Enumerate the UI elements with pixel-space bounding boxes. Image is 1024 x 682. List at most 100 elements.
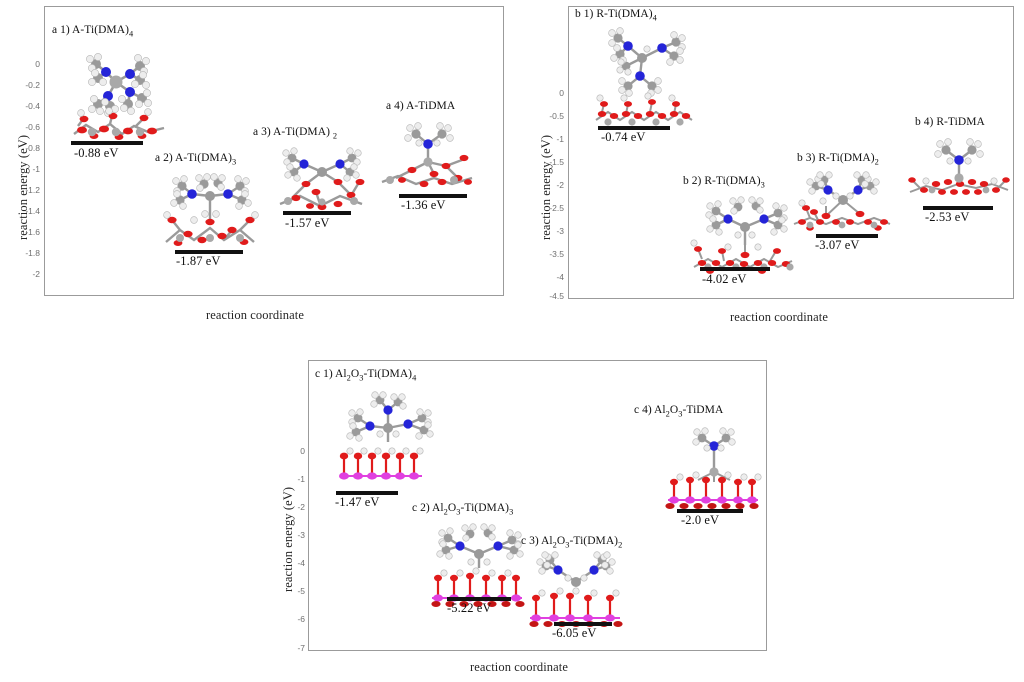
state-label-c4-sub-b: 3 (678, 409, 683, 419)
energy-label-a1: -0.88 eV (74, 146, 119, 160)
state-label-c1: c 1) Al2O3-Ti(DMA)4 (315, 368, 416, 382)
molecule-b1 (592, 24, 702, 132)
y-tick-c-1: -1 (297, 474, 305, 484)
state-label-a2: a 2) A-Ti(DMA)3 (155, 152, 236, 166)
state-label-c3-sub-a: 2 (552, 540, 557, 550)
y-tick-b-6: -3 (556, 226, 564, 236)
y-tick-a-6: -1.2 (25, 185, 40, 195)
energy-label-b3: -3.07 eV (815, 238, 860, 252)
state-label-c3-rest: -Ti(DMA) (569, 535, 619, 547)
y-tick-a-8: -1.6 (25, 227, 40, 237)
state-label-c1-sub-c: 4 (412, 373, 417, 383)
state-label-c3-o: O (556, 535, 566, 547)
x-axis-title-c: reaction coordinate (470, 660, 569, 674)
energy-label-c1: -1.47 eV (335, 495, 380, 509)
y-tick-a-7: -1.4 (25, 206, 40, 216)
state-label-b3-text: b 3) R-Ti(DMA) (797, 152, 875, 164)
y-tick-c-0: 0 (300, 446, 305, 456)
state-label-a2-text: a 2) A-Ti(DMA) (155, 152, 232, 164)
y-tick-a-0: 0 (35, 59, 40, 69)
y-tick-b-1: -0.5 (549, 111, 564, 121)
energy-level-a1 (71, 141, 143, 145)
molecule-b3 (790, 171, 896, 238)
state-label-c4-o: O (669, 404, 679, 416)
state-label-c2-sub-c: 3 (509, 507, 514, 517)
y-tick-c-5: -5 (297, 586, 305, 596)
state-label-c1-sub-a: 2 (346, 373, 351, 383)
energy-level-b4 (923, 206, 993, 210)
y-tick-c-7: -7 (297, 643, 305, 653)
state-label-c3-sub-b: 3 (565, 540, 570, 550)
y-tick-b-3: -1.5 (549, 157, 564, 167)
energy-label-a3: -1.57 eV (285, 216, 330, 230)
energy-level-b2 (700, 267, 770, 271)
y-tick-b-2: -1 (556, 134, 564, 144)
state-label-a3: a 3) A-Ti(DMA) 2 (253, 126, 337, 140)
state-label-b2: b 2) R-Ti(DMA)3 (683, 175, 765, 189)
energy-label-b1: -0.74 eV (601, 130, 646, 144)
energy-level-a2 (175, 250, 243, 254)
state-label-a1-sub: 4 (128, 29, 134, 39)
energy-label-c4: -2.0 eV (681, 513, 720, 527)
state-label-c2-text: c 2) Al (412, 502, 444, 514)
state-label-c3-sub-c: 2 (618, 540, 623, 550)
y-tick-b-4: -2 (556, 180, 564, 190)
state-label-c2: c 2) Al2O3-Ti(DMA)3 (412, 502, 513, 516)
state-label-a3-text: a 3) A-Ti(DMA) (253, 126, 333, 138)
energy-level-a3 (283, 211, 351, 215)
energy-level-c2 (447, 597, 511, 601)
molecule-a4 (372, 122, 484, 198)
state-label-b1-text: b 1) R-Ti(DMA) (575, 8, 653, 20)
molecule-b4 (906, 138, 1012, 206)
y-tick-c-3: -3 (297, 530, 305, 540)
energy-label-c3: -6.05 eV (552, 626, 597, 640)
state-label-c2-sub-a: 2 (443, 507, 448, 517)
state-label-c2-o: O (447, 502, 457, 514)
y-tick-b-8: -4 (556, 272, 564, 282)
state-label-c3: c 3) Al2O3-Ti(DMA)2 (521, 535, 622, 549)
molecule-a1 (64, 52, 184, 144)
state-label-b4-text: b 4) R-TiDMA (915, 116, 985, 128)
state-label-a3-sub: 2 (332, 131, 338, 141)
y-tick-b-7: -3.5 (549, 249, 564, 259)
state-label-c4-sub-a: 2 (665, 409, 670, 419)
state-label-b1: b 1) R-Ti(DMA)4 (575, 8, 657, 22)
molecule-c4 (660, 424, 768, 510)
state-label-b2-text: b 2) R-Ti(DMA) (683, 175, 761, 187)
y-tick-a-3: -0.6 (25, 122, 40, 132)
y-tick-b-9: -4.5 (549, 291, 564, 301)
energy-level-c1 (336, 491, 398, 495)
energy-label-c2: -5.22 eV (447, 601, 492, 615)
state-label-c3-text: c 3) Al (521, 535, 553, 547)
state-label-c4-text: c 4) Al (634, 404, 666, 416)
y-tick-a-10: -2 (32, 269, 40, 279)
energy-label-a2: -1.87 eV (176, 254, 221, 268)
y-tick-a-5: -1 (32, 164, 40, 174)
energy-level-b3 (816, 234, 878, 238)
state-label-a4: a 4) A-TiDMA (386, 100, 455, 114)
molecule-b2 (690, 193, 800, 279)
y-tick-b-5: -2.5 (549, 203, 564, 213)
state-label-c1-o: O (350, 368, 360, 380)
state-label-b3-sub: 2 (874, 157, 879, 167)
energy-label-b2: -4.02 eV (702, 272, 747, 286)
state-label-c1-rest: -Ti(DMA) (363, 368, 413, 380)
molecule-c3 (524, 551, 628, 630)
y-tick-a-2: -0.4 (25, 101, 40, 111)
y-tick-c-2: -2 (297, 502, 305, 512)
energy-level-c3 (554, 622, 612, 626)
state-label-a4-text: a 4) A-TiDMA (386, 100, 456, 112)
y-tick-a-1: -0.2 (25, 80, 40, 90)
y-tick-c-4: -4 (297, 558, 305, 568)
state-label-c4-rest: -TiDMA (682, 404, 724, 416)
state-label-c2-sub-b: 3 (456, 507, 461, 517)
state-label-b3: b 3) R-Ti(DMA)2 (797, 152, 879, 166)
x-axis-title-a: reaction coordinate (206, 308, 305, 322)
molecule-a3 (272, 146, 372, 218)
molecule-c1 (330, 391, 448, 484)
y-tick-a-9: -1.8 (25, 248, 40, 258)
state-label-b2-sub: 3 (760, 180, 765, 190)
state-label-c1-text: c 1) Al (315, 368, 347, 380)
state-label-c1-sub-b: 3 (359, 373, 364, 383)
state-label-b4: b 4) R-TiDMA (915, 116, 985, 130)
